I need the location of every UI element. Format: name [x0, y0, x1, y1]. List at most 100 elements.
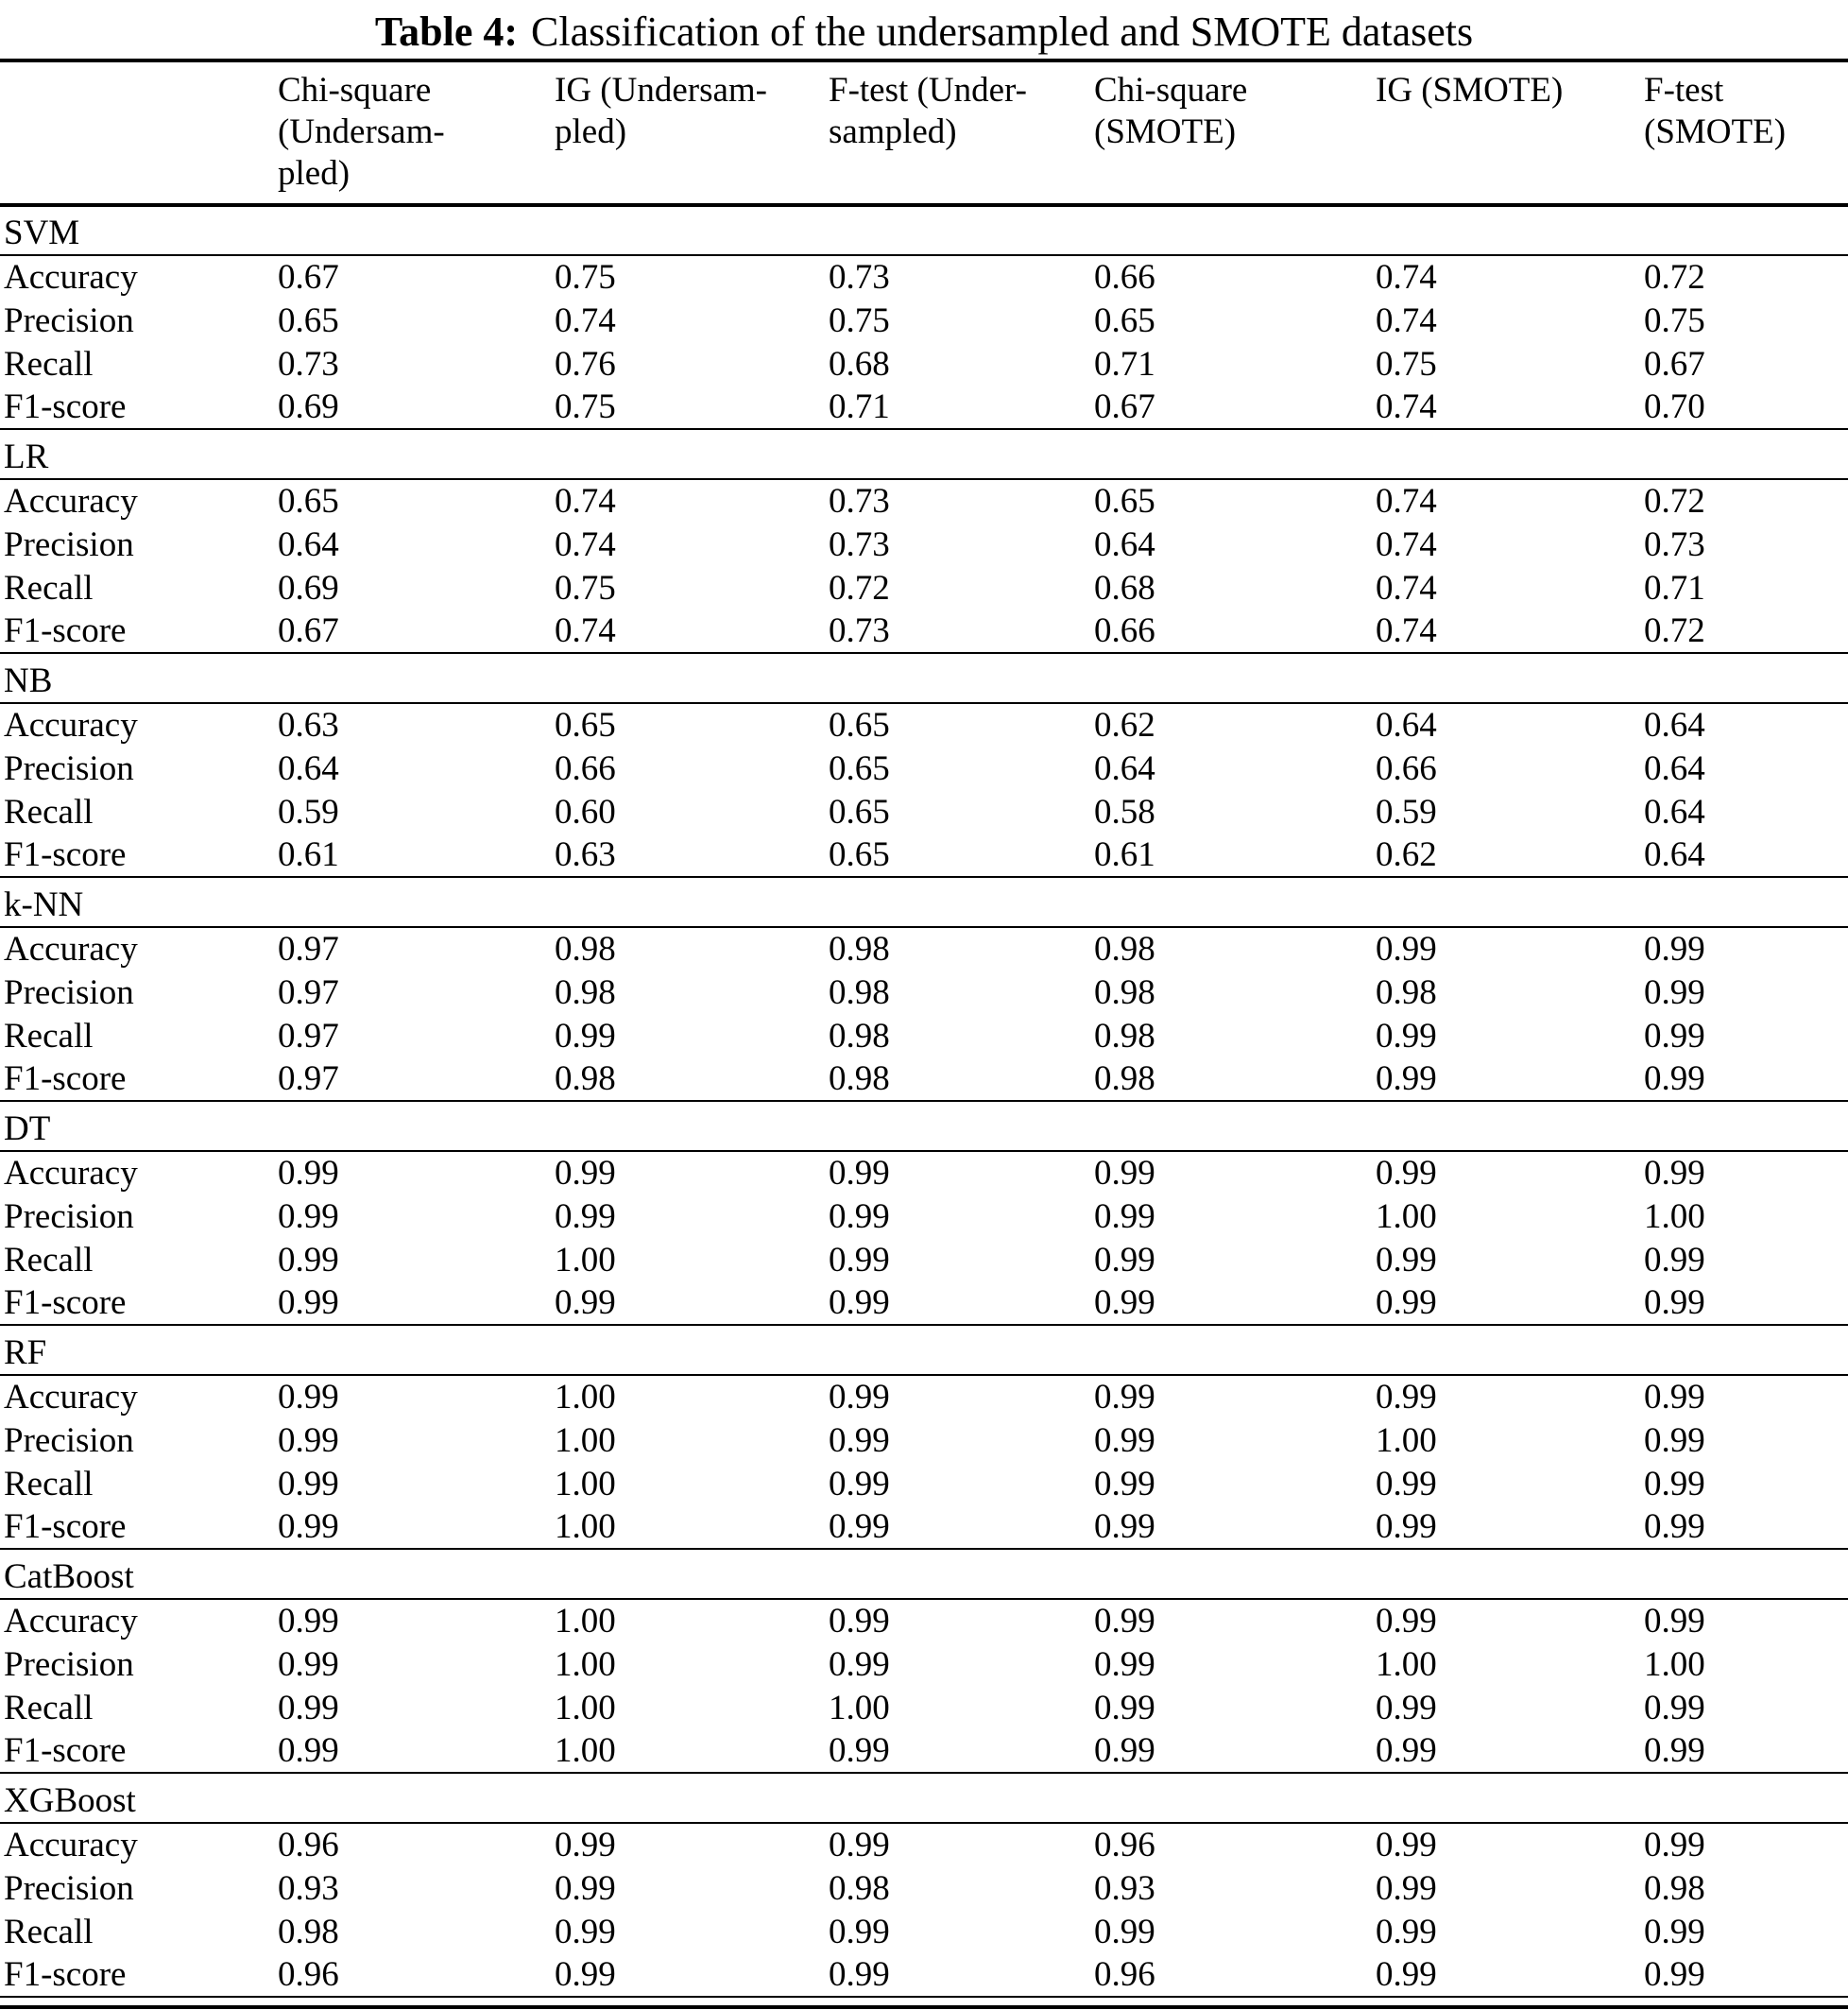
- metric-label: F1-score: [0, 610, 276, 654]
- metric-row: Recall 0.98 0.99 0.99 0.99 0.99 0.99: [0, 1910, 1848, 1953]
- metric-value: 0.99: [1644, 1016, 1705, 1056]
- metric-value: 0.97: [276, 1057, 553, 1102]
- paper-table-page: Table 4: Classification of the undersampl…: [0, 6, 1848, 2009]
- section-row: DT: [0, 1101, 1848, 1152]
- table-caption-number: Table 4:: [374, 9, 519, 55]
- metric-value: 0.74: [1376, 482, 1437, 521]
- metric-value: 0.99: [1642, 1729, 1848, 1774]
- metric-value: 0.74: [553, 610, 827, 654]
- metric-value: 0.96: [276, 1953, 553, 1998]
- metric-row: F1-score 0.97 0.98 0.98 0.98 0.99 0.99: [0, 1057, 1848, 1102]
- metric-value: 0.99: [555, 1912, 616, 1951]
- metric-label: Accuracy: [4, 706, 138, 745]
- metric-row: Recall 0.99 1.00 0.99 0.99 0.99 0.99: [0, 1238, 1848, 1281]
- metric-value: 0.99: [1376, 1464, 1437, 1503]
- metric-value: 0.74: [555, 301, 616, 340]
- metric-value: 0.68: [829, 344, 890, 384]
- metric-label: Precision: [4, 1868, 134, 1908]
- metric-value: 0.73: [829, 258, 890, 297]
- metric-row: Precision 0.99 0.99 0.99 0.99 1.00 1.00: [0, 1194, 1848, 1238]
- metric-row: Precision 0.93 0.99 0.98 0.93 0.99 0.98: [0, 1866, 1848, 1910]
- metric-label: Precision: [4, 748, 134, 788]
- metric-value: 1.00: [1376, 1196, 1437, 1236]
- metric-label: Recall: [4, 1240, 94, 1280]
- metric-value: 0.73: [829, 524, 890, 564]
- metric-label: F1-score: [0, 386, 276, 430]
- metric-value: 0.99: [1376, 1602, 1437, 1641]
- metric-value: 1.00: [1376, 1644, 1437, 1684]
- metric-value: 0.99: [829, 1644, 890, 1684]
- section-row: LR: [0, 429, 1848, 480]
- metric-value: 0.65: [278, 482, 339, 521]
- metric-value: 0.99: [1374, 1953, 1642, 1998]
- metric-value: 0.65: [829, 792, 890, 832]
- metric-value: 0.99: [1644, 1602, 1705, 1641]
- metric-row: Accuracy 0.96 0.99 0.99 0.96 0.99 0.99: [0, 1823, 1848, 1866]
- metric-value: 0.66: [555, 748, 616, 788]
- metric-row: F1-score 0.61 0.63 0.65 0.61 0.62 0.64: [0, 833, 1848, 878]
- metric-value: 0.74: [1374, 386, 1642, 430]
- metric-value: 0.99: [1644, 930, 1705, 969]
- metric-value: 0.98: [555, 930, 616, 969]
- metric-value: 0.99: [1094, 1240, 1155, 1280]
- metric-value: 0.99: [829, 1240, 890, 1280]
- metric-value: 0.99: [1376, 1826, 1437, 1864]
- metric-value: 0.64: [1376, 706, 1437, 745]
- metric-value: 0.99: [1374, 1729, 1642, 1774]
- metric-value: 0.99: [276, 1505, 553, 1550]
- metric-value: 0.99: [1642, 1953, 1848, 1998]
- metric-row: F1-score 0.99 1.00 0.99 0.99 0.99 0.99: [0, 1505, 1848, 1550]
- metric-value: 0.64: [1644, 706, 1705, 745]
- metric-row: F1-score 0.96 0.99 0.99 0.96 0.99 0.99: [0, 1953, 1848, 1998]
- metric-row: Accuracy 0.67 0.75 0.73 0.66 0.74 0.72: [0, 255, 1848, 299]
- metric-label: Accuracy: [4, 482, 138, 521]
- metric-value: 0.98: [555, 972, 616, 1012]
- metric-value: 0.99: [829, 1826, 890, 1864]
- section-label: RF: [0, 1325, 1848, 1376]
- metric-value: 0.99: [1376, 1868, 1437, 1908]
- metric-value: 0.99: [1644, 1464, 1705, 1503]
- metric-value: 0.60: [555, 792, 616, 832]
- metric-value: 0.65: [829, 748, 890, 788]
- metric-value: 0.75: [1644, 301, 1705, 340]
- metric-label: Accuracy: [4, 930, 138, 969]
- metric-row: Accuracy 0.99 1.00 0.99 0.99 0.99 0.99: [0, 1375, 1848, 1418]
- metric-value: 1.00: [1376, 1420, 1437, 1460]
- metric-value: 0.75: [555, 258, 616, 297]
- metric-value: 0.99: [278, 1240, 339, 1280]
- metric-value: 0.99: [829, 1196, 890, 1236]
- metric-value: 0.70: [1642, 386, 1848, 430]
- metric-row: Recall 0.99 1.00 1.00 0.99 0.99 0.99: [0, 1686, 1848, 1729]
- metric-value: 0.99: [827, 1729, 1092, 1774]
- metric-value: 0.64: [1094, 524, 1155, 564]
- metric-label: Recall: [4, 792, 94, 832]
- metric-value: 0.65: [1094, 301, 1155, 340]
- bottom-rule-spacer: [0, 1997, 1848, 2007]
- metric-value: 0.99: [1642, 1505, 1848, 1550]
- metric-value: 0.98: [1376, 972, 1437, 1012]
- section-row: RF: [0, 1325, 1848, 1376]
- metric-value: 0.99: [1092, 1281, 1374, 1326]
- metric-value: 0.98: [1092, 1057, 1374, 1102]
- metric-value: 0.98: [553, 1057, 827, 1102]
- metric-value: 0.75: [1376, 344, 1437, 384]
- metric-value: 0.66: [1092, 610, 1374, 654]
- metric-value: 0.99: [829, 1912, 890, 1951]
- metric-row: Accuracy 0.65 0.74 0.73 0.65 0.74 0.72: [0, 479, 1848, 523]
- metric-value: 0.99: [1376, 1912, 1437, 1951]
- metric-value: 0.61: [1092, 833, 1374, 878]
- metric-value: 1.00: [1644, 1196, 1705, 1236]
- metric-value: 0.99: [1644, 972, 1705, 1012]
- metric-value: 0.99: [278, 1196, 339, 1236]
- metric-value: 0.74: [1376, 258, 1437, 297]
- metric-value: 0.99: [278, 1688, 339, 1727]
- metric-value: 1.00: [555, 1378, 616, 1417]
- metric-value: 0.61: [276, 833, 553, 878]
- metric-label: F1-score: [0, 1057, 276, 1102]
- metric-label: Precision: [4, 1644, 134, 1684]
- metric-value: 0.64: [1644, 748, 1705, 788]
- metric-value: 0.99: [829, 1378, 890, 1417]
- metric-value: 0.99: [555, 1016, 616, 1056]
- metric-value: 0.99: [1376, 930, 1437, 969]
- metric-value: 0.99: [1644, 1378, 1705, 1417]
